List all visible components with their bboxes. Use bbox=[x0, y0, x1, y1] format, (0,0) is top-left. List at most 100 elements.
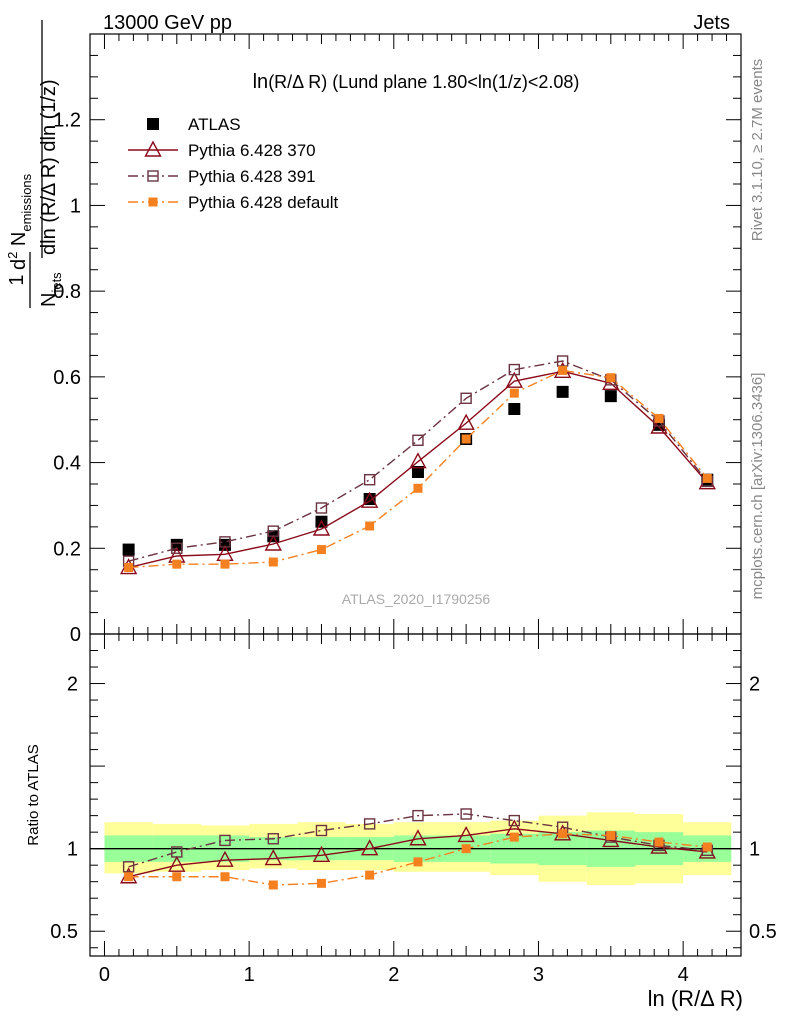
main-point-p370 bbox=[264, 534, 282, 551]
ratio-point-pdef bbox=[268, 880, 278, 890]
main-point-pdef bbox=[172, 559, 182, 569]
main-point-pdef bbox=[124, 563, 134, 573]
main-point-pdef bbox=[654, 413, 664, 423]
main-line-p370 bbox=[128, 370, 708, 569]
main-point-p391 bbox=[412, 434, 424, 446]
ratio-point-pdef bbox=[316, 878, 326, 888]
ratio-y-tick-label-right: 2 bbox=[749, 674, 760, 696]
main-point-atlas bbox=[604, 390, 617, 403]
main-point-p391 bbox=[171, 542, 183, 554]
main-point-p391 bbox=[460, 392, 472, 404]
ratio-point-pdef bbox=[365, 870, 375, 880]
ratio-point-p391 bbox=[460, 808, 472, 820]
main-point-atlas bbox=[556, 385, 569, 398]
main-point-atlas bbox=[122, 543, 135, 556]
x-tick-label: 0 bbox=[99, 964, 110, 986]
header-jets-label: Jets bbox=[693, 12, 730, 34]
ratio-point-pdef bbox=[413, 857, 423, 867]
main-y-tick-label: 1.2 bbox=[53, 110, 81, 132]
x-tick-label: 3 bbox=[533, 964, 544, 986]
ratio-point-pdef bbox=[124, 872, 134, 882]
main-point-pdef bbox=[365, 521, 375, 531]
main-point-p370 bbox=[505, 371, 523, 388]
main-y-tick-label: 1 bbox=[70, 195, 81, 217]
plot-title: ln(R/Δ R) (Lund plane 1.80<ln(1/z)<2.08) bbox=[253, 71, 580, 93]
legend-label-pdef: Pythia 6.428 default bbox=[188, 193, 339, 212]
main-point-p370 bbox=[457, 413, 475, 430]
ratio-line-p370 bbox=[128, 828, 708, 878]
ratio-y-tick-label-left: 0.5 bbox=[50, 921, 78, 943]
main-point-p370 bbox=[312, 519, 331, 536]
ratio-y-tick-label-right: 1 bbox=[749, 839, 760, 861]
main-point-atlas bbox=[508, 403, 521, 415]
main-point-atlas bbox=[363, 493, 376, 505]
ratio-point-p391 bbox=[508, 814, 521, 827]
legend-marker-p391 bbox=[147, 170, 159, 182]
legend-label-p370: Pythia 6.428 370 bbox=[188, 141, 316, 160]
ratio-point-p370 bbox=[409, 829, 427, 846]
ratio-point-p370 bbox=[264, 849, 282, 866]
main-point-pdef bbox=[413, 483, 423, 493]
main-ylabel: 1 Njets dln (R/Δ R) dln (1/z) d2 Nemissi… bbox=[5, 20, 64, 308]
legend-label-p391: Pythia 6.428 391 bbox=[188, 167, 316, 186]
main-point-p391 bbox=[508, 363, 521, 376]
x-axis-label: ln (R/Δ R) bbox=[648, 986, 743, 1011]
main-point-pdef bbox=[702, 473, 712, 483]
analysis-watermark: ATLAS_2020_I1790256 bbox=[342, 591, 491, 607]
main-point-p391 bbox=[363, 474, 376, 486]
ratio-point-pdef bbox=[558, 829, 568, 839]
ratio-point-pdef bbox=[509, 832, 519, 842]
ratio-point-p391 bbox=[267, 833, 279, 845]
ylabel-d2n: d2 Nemissions bbox=[5, 173, 34, 270]
header-energy-label: 13000 GeV pp bbox=[103, 12, 232, 34]
ratio-point-pdef bbox=[172, 872, 182, 882]
x-tick-label: 2 bbox=[388, 964, 399, 986]
ratio-point-p391 bbox=[363, 818, 376, 830]
main-y-tick-label: 0.2 bbox=[53, 538, 81, 560]
ratio-point-pdef bbox=[220, 872, 230, 882]
main-point-p370 bbox=[409, 452, 427, 469]
ylabel-one: 1 bbox=[6, 274, 28, 285]
ratio-point-p391 bbox=[412, 809, 424, 822]
main-point-p370 bbox=[360, 491, 379, 508]
main-y-tick-label: 0.4 bbox=[53, 453, 81, 475]
main-point-atlas bbox=[411, 466, 424, 478]
legend-marker-atlas bbox=[147, 118, 159, 130]
main-point-p391 bbox=[267, 525, 279, 537]
ratio-point-p370 bbox=[168, 855, 186, 872]
legend-marker-pdef bbox=[148, 197, 158, 207]
ratio-point-p391 bbox=[171, 846, 183, 858]
ratio-y-tick-label-left: 1 bbox=[67, 839, 78, 861]
main-point-pdef bbox=[268, 557, 278, 567]
main-point-pdef bbox=[220, 559, 230, 569]
main-point-p391 bbox=[219, 536, 231, 548]
main-point-p391 bbox=[315, 502, 328, 514]
main-point-pdef bbox=[606, 373, 616, 383]
x-tick-label: 1 bbox=[244, 964, 255, 986]
main-point-atlas bbox=[170, 538, 183, 551]
ratio-point-pdef bbox=[606, 830, 616, 840]
ylabel-dln: dln (R/Δ R) dln (1/z) bbox=[38, 79, 60, 255]
main-point-pdef bbox=[509, 388, 519, 398]
ratio-y-tick-label-left: 2 bbox=[67, 674, 78, 696]
ratio-point-p370 bbox=[216, 850, 234, 867]
legend-marker-p370 bbox=[144, 140, 162, 157]
ratio-point-pdef bbox=[654, 837, 664, 847]
main-y-tick-label: 0.6 bbox=[53, 367, 81, 389]
ratio-point-pdef bbox=[461, 844, 471, 854]
ratio-point-p391 bbox=[315, 824, 328, 837]
ratio-point-p391 bbox=[122, 861, 135, 873]
main-point-pdef bbox=[316, 545, 326, 555]
ratio-point-p391 bbox=[219, 834, 231, 847]
ratio-panel-frame bbox=[89, 633, 742, 957]
ratio-ylabel: Ratio to ATLAS bbox=[25, 744, 42, 845]
ratio-point-p370 bbox=[312, 845, 331, 862]
main-point-pdef bbox=[461, 434, 471, 444]
x-tick-label: 4 bbox=[678, 964, 689, 986]
ratio-y-tick-label-right: 0.5 bbox=[749, 921, 777, 943]
ratio-point-pdef bbox=[702, 842, 712, 852]
rivet-version-label: Rivet 3.1.10, ≥ 2.7M events bbox=[749, 59, 766, 242]
ratio-point-p370 bbox=[360, 839, 379, 856]
ylabel-njets: Njets bbox=[38, 272, 64, 307]
